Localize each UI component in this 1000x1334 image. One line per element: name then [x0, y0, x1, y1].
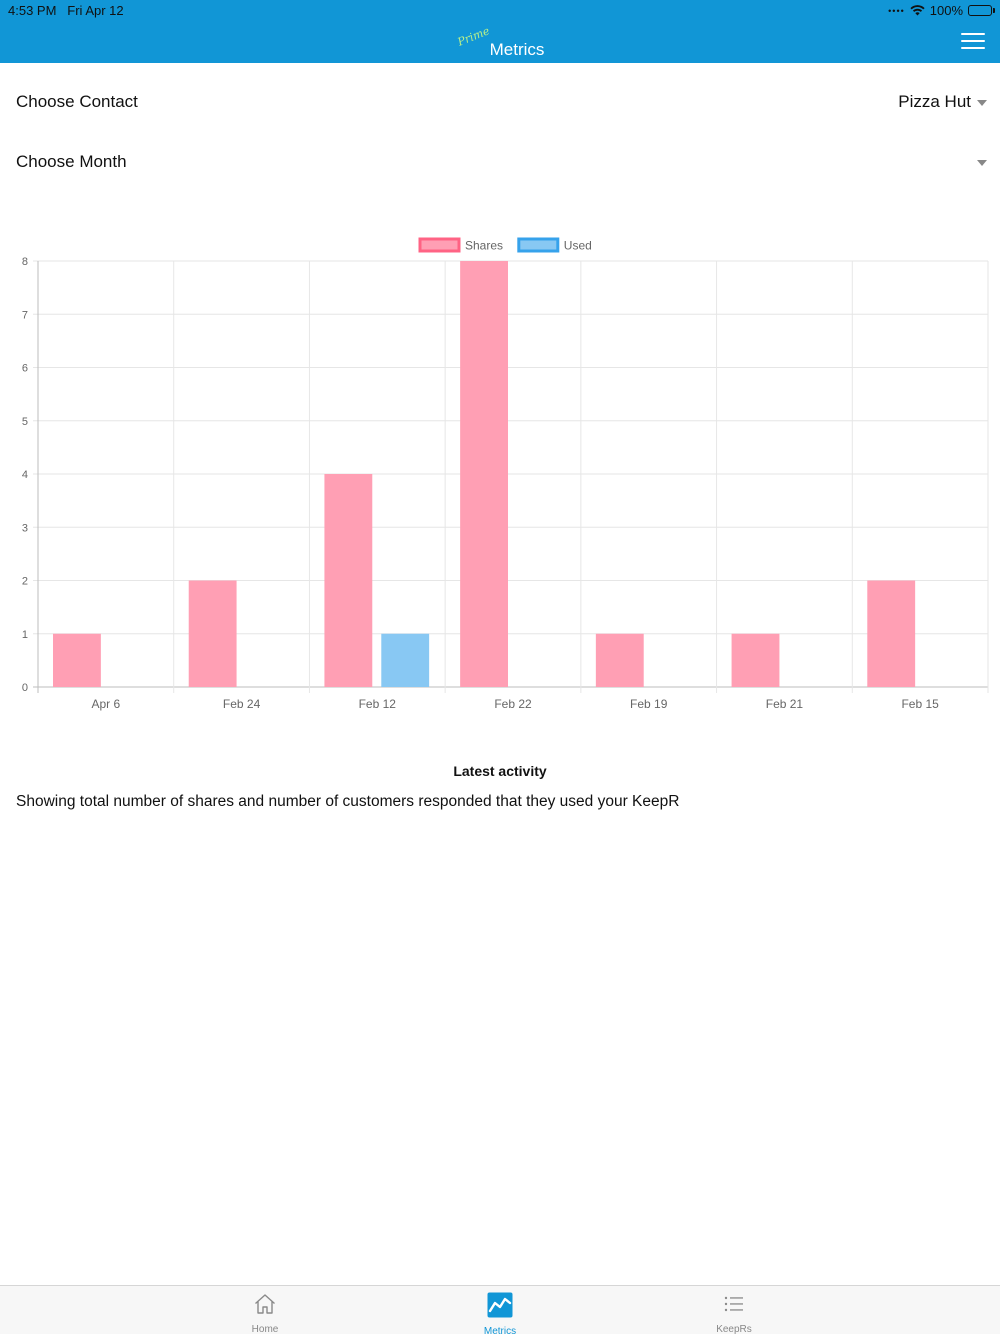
bar-shares [189, 581, 237, 688]
chevron-down-icon [977, 100, 987, 106]
page-title: Metrics [0, 40, 1000, 60]
y-tick-label: 5 [22, 416, 28, 428]
metrics-icon [487, 1292, 513, 1318]
hamburger-icon-line [961, 47, 985, 49]
contact-value: Pizza Hut [898, 92, 971, 112]
tab-home[interactable]: Home [195, 1286, 335, 1334]
tab-metrics[interactable]: Metrics [430, 1286, 570, 1334]
activity-bar-chart: 0 1 2 3 4 5 6 7 8 Apr 6 Feb 24 Feb 12 Feb 22 Feb 19 Fe… [0, 228, 1000, 718]
tab-label: KeepRs [716, 1324, 752, 1334]
x-tick-label: Feb 22 [494, 697, 532, 711]
x-tick-label: Feb 24 [223, 697, 261, 711]
wifi-icon [910, 5, 925, 16]
bar-shares [53, 634, 101, 687]
month-dropdown[interactable] [971, 158, 987, 166]
hamburger-icon-line [961, 40, 985, 42]
activity-title: Latest activity [0, 763, 1000, 779]
status-time: 4:53 PM Fri Apr 12 [8, 3, 124, 18]
y-tick-label: 2 [22, 576, 28, 588]
bar-shares [596, 634, 644, 687]
legend-label-shares: Shares [465, 239, 503, 253]
x-tick-label: Feb 15 [901, 697, 939, 711]
contact-select-row[interactable]: Choose Contact Pizza Hut [0, 82, 1000, 122]
x-tick-label: Feb 12 [359, 697, 397, 711]
y-tick-label: 4 [22, 469, 28, 481]
status-date: Fri Apr 12 [67, 3, 123, 18]
bar-shares [732, 634, 780, 687]
tab-keeprs[interactable]: KeepRs [664, 1286, 804, 1334]
y-tick-label: 1 [22, 629, 28, 641]
battery-percent: 100% [930, 3, 963, 18]
legend-label-used: Used [564, 239, 592, 253]
legend-swatch-shares [420, 239, 459, 251]
bar-shares [460, 261, 508, 687]
month-select-row[interactable]: Choose Month [0, 142, 1000, 182]
chevron-down-icon [977, 160, 987, 166]
y-tick-label: 7 [22, 309, 28, 321]
y-tick-label: 8 [22, 256, 28, 268]
bar-shares [867, 581, 915, 688]
x-tick-label: Apr 6 [92, 697, 121, 711]
app-header: 4:53 PM Fri Apr 12 •••• 100% Prime Metri… [0, 0, 1000, 63]
tab-label: Metrics [484, 1326, 516, 1334]
y-tick-label: 6 [22, 363, 28, 375]
activity-description: Showing total number of shares and numbe… [16, 793, 679, 811]
home-icon [252, 1292, 278, 1316]
contact-dropdown[interactable]: Pizza Hut [898, 92, 987, 112]
tab-bar: Home Metrics KeepRs [0, 1285, 1000, 1334]
legend-swatch-used [519, 239, 558, 251]
bar-used [381, 634, 429, 687]
contact-label: Choose Contact [16, 92, 138, 112]
tab-label: Home [252, 1324, 279, 1334]
hamburger-icon-line [961, 33, 985, 35]
menu-button[interactable] [961, 33, 985, 49]
signal-icon: •••• [888, 6, 905, 16]
y-tick-label: 0 [22, 682, 28, 694]
month-label: Choose Month [16, 152, 127, 172]
y-tick-label: 3 [22, 522, 28, 534]
x-tick-label: Feb 21 [766, 697, 804, 711]
status-indicators: •••• 100% [888, 3, 992, 18]
list-icon [721, 1292, 747, 1316]
x-tick-label: Feb 19 [630, 697, 668, 711]
battery-icon [968, 5, 992, 16]
bar-shares [324, 474, 372, 687]
